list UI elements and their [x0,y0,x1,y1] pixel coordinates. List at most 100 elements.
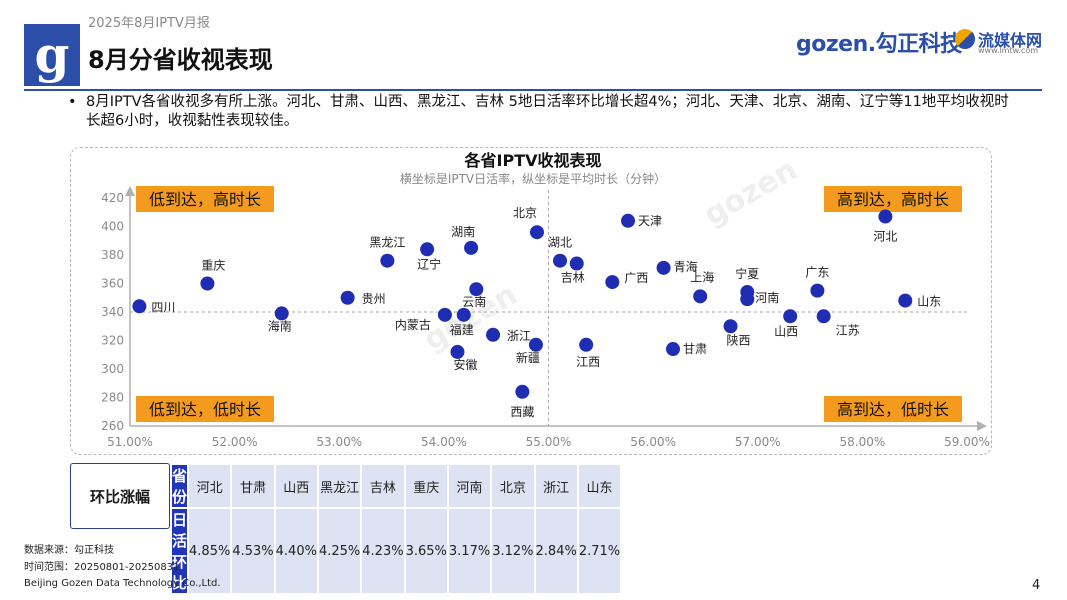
table-cell-province: 山西 [275,465,317,507]
table-header-province: 省份 [172,465,188,507]
footer-source: 数据来源：勾正科技 [24,545,114,556]
data-point [816,309,831,324]
point-label: 海南 [268,318,292,333]
quadrant-label-bg [824,396,962,422]
table-cell-growth: 3.65% [405,509,447,593]
x-axis-arrow-icon [977,421,987,431]
x-tick-label: 54.00% [421,435,467,449]
x-tick-label: 57.00% [735,435,781,449]
table-cell-growth: 4.40% [275,509,317,593]
point-label: 重庆 [201,259,225,273]
point-label: 云南 [462,294,486,309]
data-point [740,292,755,307]
point-label: 四川 [151,300,175,314]
data-point [605,275,620,290]
x-tick-label: 56.00% [630,435,676,449]
point-label: 江苏 [836,323,860,337]
point-label: 贵州 [362,292,386,306]
x-tick-label: 52.00% [212,435,258,449]
table-row-provinces: 省份 河北 甘肃 山西 黑龙江 吉林 重庆 河南 北京 浙江 山东 [172,465,621,507]
point-label: 广东 [805,266,829,280]
point-label: 福建 [450,322,474,337]
data-point [529,225,544,240]
data-point [528,337,543,352]
quadrant-label-top-left: 低到达，高时长 [149,190,261,209]
table-cell-growth: 4.85% [189,509,231,593]
point-label: 黑龙江 [369,236,405,250]
quadrant-label-top-right: 高到达，高时长 [837,190,949,209]
data-point [515,384,530,399]
data-point [450,344,465,359]
lmtw-brand-url: www.lmtw.com [978,46,1039,55]
footer-range: 时间范围：20250801-20250831 [24,562,180,573]
x-tick-label: 58.00% [839,435,885,449]
table-cell-province: 黑龙江 [318,465,361,507]
point-label: 湖南 [451,224,475,239]
data-point [132,299,147,314]
y-tick-label: 300 [101,362,124,376]
chart-frame [70,147,992,455]
data-point [569,256,584,271]
table-cell-province: 河北 [189,465,231,507]
point-label: 宁夏 [735,266,759,281]
x-tick-label: 55.00% [526,435,572,449]
summary-bullet: • 8月IPTV各省收视多有所上涨。河北、甘肃、山西、黑龙江、吉林 5地日活率环… [68,93,1016,131]
data-point [783,309,798,324]
table-cell-growth: 4.25% [318,509,361,593]
table-cell-province: 浙江 [535,465,577,507]
gozen-logo-badge: g [24,24,80,86]
data-point [200,276,215,291]
x-tick-label: 53.00% [316,435,362,449]
point-label: 上海 [690,269,714,284]
point-label: 河南 [755,290,779,305]
point-label: 广西 [624,271,648,285]
data-point [456,307,471,322]
data-point [486,327,501,342]
gozen-brand-logo: gozen.勾正科技 [796,32,962,57]
x-tick-label: 59.00% [944,435,990,449]
data-point [420,242,435,257]
y-tick-label: 360 [101,277,124,291]
y-tick-label: 260 [101,419,124,433]
table-cell-growth: 3.17% [448,509,491,593]
point-label: 辽宁 [417,256,441,271]
data-point [693,289,708,304]
point-label: 新疆 [516,350,540,365]
data-point [579,337,594,352]
x-tick-label: 51.00% [107,435,153,449]
table-cell-growth: 3.12% [492,509,534,593]
quadrant-label-bottom-right: 高到达，低时长 [837,400,949,419]
bullet-dot-icon: • [68,94,77,110]
y-tick-label: 420 [101,191,124,205]
table-header-dau-growth: 日活环比 [172,509,188,593]
point-label: 安徽 [453,357,477,372]
y-tick-label: 340 [101,305,124,319]
table-cell-province: 北京 [492,465,534,507]
point-label: 甘肃 [683,342,707,356]
table-cell-province: 甘肃 [232,465,274,507]
lmtw-brand-logo: 流媒体网 [978,31,1043,50]
point-label: 山西 [774,324,798,338]
point-label: 青海 [674,259,698,274]
table-cell-province: 河南 [448,465,491,507]
growth-table-grid: 省份 河北 甘肃 山西 黑龙江 吉林 重庆 河南 北京 浙江 山东 日活环比 4.85% 4.53%… [170,463,622,595]
data-point [898,293,913,308]
table-cell-province: 山东 [578,465,621,507]
data-point [274,306,289,321]
table-cell-province: 吉林 [362,465,404,507]
point-label: 山东 [917,295,941,309]
table-cell-growth: 4.53% [232,509,274,593]
point-label: 天津 [638,214,662,228]
y-tick-label: 320 [101,334,124,348]
point-label: 江西 [576,355,600,369]
data-point [380,253,395,268]
quadrant-label-bg [136,396,274,422]
quadrant-label-bg [824,186,962,212]
point-label: 湖北 [548,235,572,250]
point-label: 北京 [513,206,537,220]
table-side-label: 环比涨幅 [70,463,170,529]
y-tick-label: 400 [101,220,124,234]
data-point [469,282,484,297]
table-cell-growth: 4.23% [362,509,404,593]
